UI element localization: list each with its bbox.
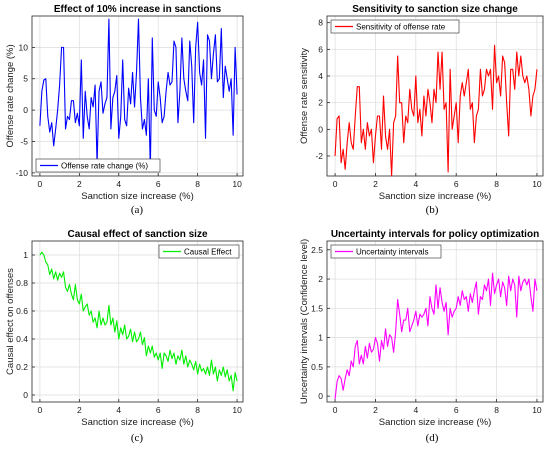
x-tick-label: 4 — [116, 179, 121, 189]
panel-label: (d) — [426, 432, 439, 444]
y-tick-label: 0.4 — [16, 334, 28, 344]
x-tick-label: 8 — [195, 179, 200, 189]
x-tick-label: 2 — [373, 179, 378, 189]
x-tick-label: 2 — [77, 405, 82, 415]
axes-box — [31, 15, 244, 177]
legend-label: Offense rate change (%) — [61, 162, 148, 171]
y-tick-label: 1 — [23, 250, 28, 260]
y-axis-label: Offense rate change (%) — [5, 44, 16, 147]
y-tick-label: 0 — [318, 391, 323, 401]
x-tick-label: 0 — [38, 405, 43, 415]
legend-box — [330, 19, 460, 34]
y-tick-label: 2 — [318, 98, 323, 108]
y-tick-label: 0 — [23, 390, 28, 400]
x-tick-label: 8 — [494, 405, 499, 415]
y-tick-label: 5 — [23, 74, 28, 84]
x-tick-label: 0 — [333, 405, 338, 415]
y-tick-label: -10 — [16, 168, 29, 178]
chart-title: Sensitivity to sanction size change — [352, 4, 518, 15]
axes-box — [31, 240, 244, 403]
x-tick-label: 10 — [532, 179, 542, 189]
chart-title: Uncertainty intervals for policy optimiz… — [331, 229, 539, 240]
y-tick-label: 0.5 — [311, 362, 323, 372]
x-axis-label: Sanction size increase (%) — [379, 417, 491, 428]
legend-label: Uncertainty intervals — [356, 248, 428, 257]
plot-area — [32, 241, 243, 402]
x-tick-label: 6 — [156, 405, 161, 415]
y-tick-label: 1.5 — [311, 303, 323, 313]
legend: Causal Effect — [158, 244, 240, 259]
panel-b: 0 2 4 6 8 10 -2 0 2 4 6 8 Sensitivity to sanction si… — [299, 4, 544, 216]
x-tick-label: 4 — [413, 405, 418, 415]
y-tick-label: 0.8 — [16, 278, 28, 288]
y-tick-label: 0.2 — [16, 362, 28, 372]
y-tick-label: 0 — [318, 124, 323, 134]
x-axis-label: Sanction size increase (%) — [81, 417, 193, 428]
panel-c: 0 2 4 6 8 10 0 0.2 0.4 0.6 0.8 1 Causal effect of sa… — [5, 229, 244, 444]
x-axis-label: Sanction size increase (%) — [379, 191, 491, 202]
x-tick-label: 6 — [156, 179, 161, 189]
y-tick-label: -2 — [315, 151, 323, 161]
y-tick-label: 0 — [23, 105, 28, 115]
x-tick-label: 10 — [232, 405, 242, 415]
x-tick-label: 10 — [232, 179, 242, 189]
panel-label: (c) — [131, 432, 144, 444]
y-axis-label: Uncertainty intervals (Confidence level) — [299, 239, 310, 404]
x-axis-label: Sanction size increase (%) — [81, 191, 193, 202]
x-tick-label: 0 — [333, 179, 338, 189]
x-tick-label: 6 — [454, 179, 459, 189]
series-line-d — [334, 272, 538, 400]
x-tick-label: 8 — [195, 405, 200, 415]
legend-box — [158, 244, 240, 259]
y-tick-label: 2.5 — [311, 245, 323, 255]
panel-label: (b) — [426, 204, 439, 216]
axes-box — [326, 240, 544, 403]
y-tick-label: 0.6 — [16, 306, 28, 316]
y-tick-label: 8 — [318, 18, 323, 28]
legend-label: Sensitivity of offense rate — [356, 23, 446, 32]
chart-title: Causal effect of sanction size — [67, 229, 207, 240]
y-tick-label: 2 — [318, 274, 323, 284]
x-tick-label: 6 — [454, 405, 459, 415]
x-tick-label: 2 — [373, 405, 378, 415]
y-axis-label: Causal effect on offenses — [5, 268, 16, 375]
legend-label: Causal Effect — [184, 248, 232, 257]
panel-a: 0 2 4 6 8 10 -10 -5 0 5 10 Effect of 10% increase i… — [5, 4, 244, 216]
y-axis-label: Offense rate sensitivity — [299, 48, 310, 144]
series-line-c — [39, 251, 238, 392]
legend: Sensitivity of offense rate — [330, 19, 460, 34]
series-line-b — [334, 44, 538, 177]
series-line-a — [39, 18, 238, 171]
y-tick-label: -5 — [20, 136, 28, 146]
legend-box — [330, 244, 442, 259]
x-tick-label: 8 — [494, 179, 499, 189]
legend: Uncertainty intervals — [330, 244, 442, 259]
y-tick-label: 4 — [318, 71, 323, 81]
legend-box — [35, 158, 161, 173]
panel-label: (a) — [131, 204, 144, 216]
chart-title: Effect of 10% increase in sanctions — [54, 4, 222, 15]
axes-box — [326, 15, 544, 177]
x-tick-label: 10 — [532, 405, 542, 415]
y-tick-label: 10 — [19, 42, 29, 52]
plot-area — [327, 241, 543, 402]
y-tick-label: 1 — [318, 333, 323, 343]
x-tick-label: 4 — [116, 405, 121, 415]
x-tick-label: 2 — [77, 179, 82, 189]
y-tick-label: 6 — [318, 44, 323, 54]
x-tick-label: 4 — [413, 179, 418, 189]
x-tick-label: 0 — [38, 179, 43, 189]
legend: Offense rate change (%) — [35, 158, 161, 173]
